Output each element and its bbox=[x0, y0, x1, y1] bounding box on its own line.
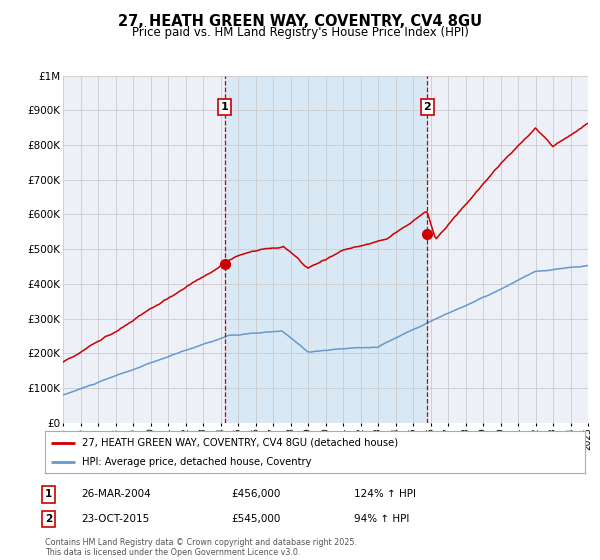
Text: HPI: Average price, detached house, Coventry: HPI: Average price, detached house, Cove… bbox=[82, 457, 311, 467]
Text: 26-MAR-2004: 26-MAR-2004 bbox=[81, 489, 151, 500]
Text: Price paid vs. HM Land Registry's House Price Index (HPI): Price paid vs. HM Land Registry's House … bbox=[131, 26, 469, 39]
Text: 2: 2 bbox=[45, 514, 52, 524]
Text: 1: 1 bbox=[221, 102, 229, 112]
Text: 27, HEATH GREEN WAY, COVENTRY, CV4 8GU (detached house): 27, HEATH GREEN WAY, COVENTRY, CV4 8GU (… bbox=[82, 437, 398, 447]
Text: 94% ↑ HPI: 94% ↑ HPI bbox=[354, 514, 409, 524]
Text: 23-OCT-2015: 23-OCT-2015 bbox=[81, 514, 149, 524]
Text: £545,000: £545,000 bbox=[231, 514, 280, 524]
Text: 2: 2 bbox=[423, 102, 431, 112]
Text: 124% ↑ HPI: 124% ↑ HPI bbox=[354, 489, 416, 500]
Text: £456,000: £456,000 bbox=[231, 489, 280, 500]
Text: 27, HEATH GREEN WAY, COVENTRY, CV4 8GU: 27, HEATH GREEN WAY, COVENTRY, CV4 8GU bbox=[118, 14, 482, 29]
Text: 1: 1 bbox=[45, 489, 52, 500]
Text: Contains HM Land Registry data © Crown copyright and database right 2025.
This d: Contains HM Land Registry data © Crown c… bbox=[45, 538, 357, 557]
Bar bbox=[224, 76, 427, 423]
